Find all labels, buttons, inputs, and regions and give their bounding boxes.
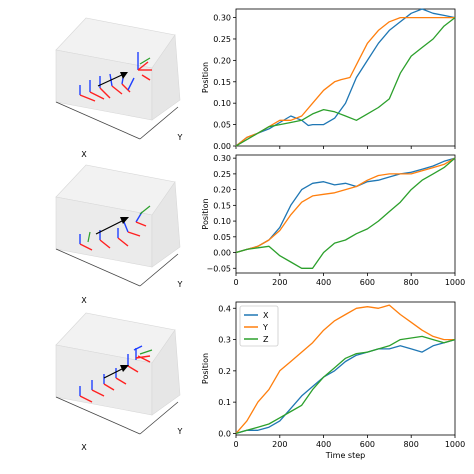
x-tick-label: 400 (316, 440, 331, 449)
pane-right (151, 329, 181, 416)
x-tick-label: 800 (404, 440, 419, 449)
scene-3d-3: X Y (55, 312, 183, 452)
trajectory-frames (79, 345, 153, 403)
y-axis-label: Position (201, 353, 210, 384)
scene-2-x-label: X (81, 296, 87, 305)
pane-right (151, 181, 181, 268)
x-tick-label: 600 (360, 440, 375, 449)
y-tick-label: 0.4 (218, 304, 231, 313)
x-axis-line (55, 248, 141, 287)
scene-3-y-label: Y (177, 427, 183, 436)
y-tick-label: 0.10 (213, 217, 231, 226)
y-tick-label: 0.0 (218, 429, 231, 438)
y-tick-label: 0.3 (218, 336, 231, 345)
series-line-y (235, 16, 455, 147)
x-tick-label: 400 (316, 278, 331, 287)
position-chart-3: 0.0 0.1 0.2 0.3 0.4 0 200 400 600 800 1000 Position… (201, 301, 465, 460)
x-axis-label: Time step (325, 451, 365, 460)
legend-label-z: Z (263, 335, 269, 344)
x-tick-label: 800 (404, 278, 419, 287)
y-axis-line (139, 401, 179, 435)
y-axis-line (139, 253, 179, 287)
y-axis-label: Position (201, 62, 210, 93)
direction-arrow (95, 219, 125, 235)
x-tick-label: 1000 (445, 440, 465, 449)
x-tick-label: 0 (233, 278, 238, 287)
x-tick-label: 600 (360, 278, 375, 287)
y-tick-label: 0.05 (213, 121, 231, 130)
series-line-z (235, 17, 456, 147)
x-axis-line (55, 101, 141, 140)
x-tick-label: 200 (272, 278, 287, 287)
y-tick-label: −0.05 (206, 264, 231, 273)
y-tick-label: 0.10 (213, 99, 231, 108)
arrow-head (120, 365, 129, 372)
pane-right (151, 34, 181, 121)
y-tick-label: 0.15 (213, 78, 231, 87)
position-chart-2: −0.05 0.00 0.05 0.10 0.15 0.20 0.25 0.30 0 200 400… (201, 154, 465, 287)
scene-1-y-label: Y (177, 133, 183, 142)
y-tick-label: 0.15 (213, 201, 231, 210)
series-line-z (235, 335, 456, 435)
arrow-head (120, 217, 129, 224)
scene-3-x-label: X (81, 443, 87, 452)
legend: XYZ (239, 305, 279, 347)
plot-frame (235, 8, 456, 147)
y-tick-label: 0.25 (213, 170, 231, 179)
legend-label-y: Y (262, 323, 268, 332)
series-line-y (235, 157, 456, 254)
series-line-x (235, 338, 456, 435)
position-chart-1: 0.00 0.05 0.10 0.15 0.20 0.25 0.30 Position (201, 8, 456, 151)
direction-arrow (97, 73, 125, 87)
series-line-y (235, 304, 455, 434)
scene-2-y-label: Y (177, 280, 183, 289)
y-axis-label: Position (201, 198, 210, 229)
x-tick-label: 0 (233, 440, 238, 449)
scene-3d-2: X Y (55, 164, 183, 305)
series-line-z (235, 157, 456, 269)
y-tick-label: 0.25 (213, 35, 231, 44)
trajectory-frames (79, 52, 152, 102)
arrow-head (120, 72, 128, 79)
y-tick-label: 0.30 (213, 14, 231, 23)
series-line-x (235, 157, 456, 254)
y-tick-label: 0.20 (213, 186, 231, 195)
y-tick-label: 0.00 (213, 142, 231, 151)
plot-frame (235, 154, 456, 274)
legend-label-x: X (263, 311, 269, 320)
y-axis-line (139, 106, 179, 140)
y-tick-label: 0.1 (218, 398, 231, 407)
y-tick-label: 0.2 (218, 367, 231, 376)
x-axis-line (55, 396, 141, 435)
y-tick-label: 0.30 (213, 154, 231, 163)
x-tick-label: 1000 (445, 278, 465, 287)
y-tick-label: 0.05 (213, 233, 231, 242)
scene-1-x-label: X (81, 150, 87, 159)
legend-box (239, 305, 279, 347)
y-tick-label: 0.00 (213, 249, 231, 258)
direction-arrow (103, 367, 125, 379)
x-tick-label: 200 (272, 440, 287, 449)
y-tick-label: 0.20 (213, 56, 231, 65)
scene-3d-1: X Y (55, 17, 183, 159)
